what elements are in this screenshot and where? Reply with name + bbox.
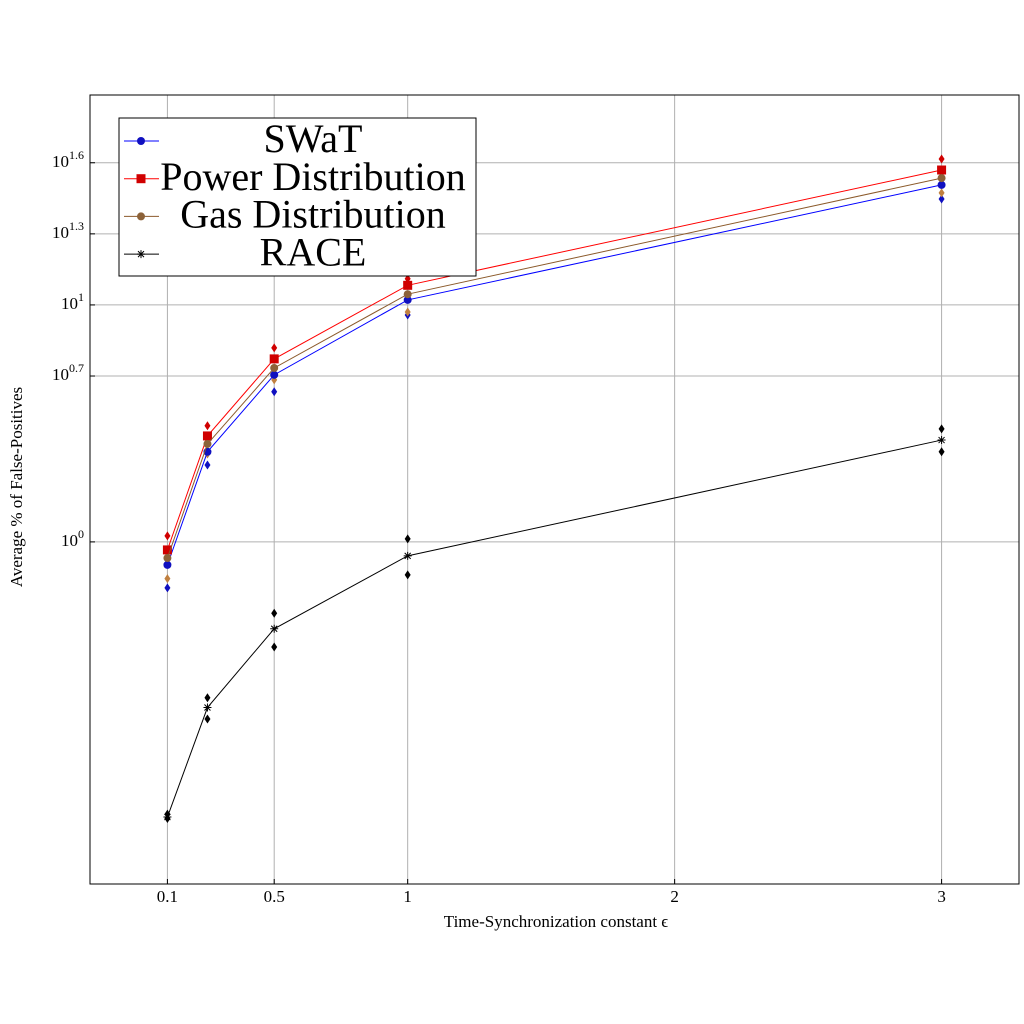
point: [403, 280, 413, 290]
range-point: [938, 154, 945, 164]
y-tick-label: 100.7: [52, 361, 84, 384]
x-tick-label: 0.5: [264, 887, 285, 906]
range-point: [164, 531, 171, 541]
legend-box: [118, 117, 477, 277]
range-point: [164, 583, 171, 593]
range-point: [271, 642, 278, 652]
range-point: [204, 460, 211, 470]
range-point: [271, 387, 278, 397]
range-point: [938, 188, 945, 198]
point: [136, 174, 146, 184]
plot-frame: [89, 94, 1020, 885]
point: [163, 560, 172, 569]
x-tick-label: 0.1: [157, 887, 178, 906]
point: [270, 370, 279, 379]
x-axis-label: Time-Synchronization constant ϵ: [444, 912, 669, 931]
point: [937, 180, 946, 189]
range-point: [404, 570, 411, 580]
range-point: [404, 534, 411, 544]
point: [937, 174, 946, 183]
range-point: [938, 424, 945, 434]
y-tick-label: 100: [61, 527, 84, 550]
point: [937, 165, 947, 175]
legend-label: Gas Distribution: [180, 192, 446, 237]
range-point: [938, 447, 945, 457]
x-tick-label: 2: [670, 887, 679, 906]
range-point: [204, 421, 211, 431]
point: [202, 431, 212, 441]
point: [137, 137, 145, 145]
point: [137, 212, 145, 221]
range-point: [204, 714, 211, 724]
point: [270, 363, 279, 372]
y-tick-label: 101: [61, 290, 84, 313]
point: [162, 545, 172, 555]
range-point: [938, 194, 945, 204]
range-point: [204, 693, 211, 703]
legend-label: SWaT: [264, 116, 363, 161]
y-tick-label: 101.6: [52, 148, 84, 171]
point: [403, 551, 412, 560]
range-point: [271, 343, 278, 353]
point: [137, 250, 145, 259]
point: [270, 624, 279, 633]
point: [163, 813, 172, 822]
point: [163, 554, 172, 563]
legend-label: Power Distribution: [160, 154, 466, 199]
point: [937, 436, 946, 445]
range-point: [404, 307, 411, 317]
line: [166, 439, 942, 818]
point: [269, 354, 279, 364]
range-point: [164, 574, 171, 584]
x-tick-label: 1: [403, 887, 412, 906]
point: [203, 703, 212, 712]
point: [203, 439, 212, 448]
y-tick-label: 101.3: [52, 219, 84, 242]
x-tick-label: 3: [937, 887, 946, 906]
y-axis-label: Average % of False-Positives: [7, 387, 26, 587]
legend-label: RACE: [260, 229, 367, 274]
range-point: [271, 608, 278, 618]
point: [403, 290, 412, 299]
point: [403, 295, 412, 304]
